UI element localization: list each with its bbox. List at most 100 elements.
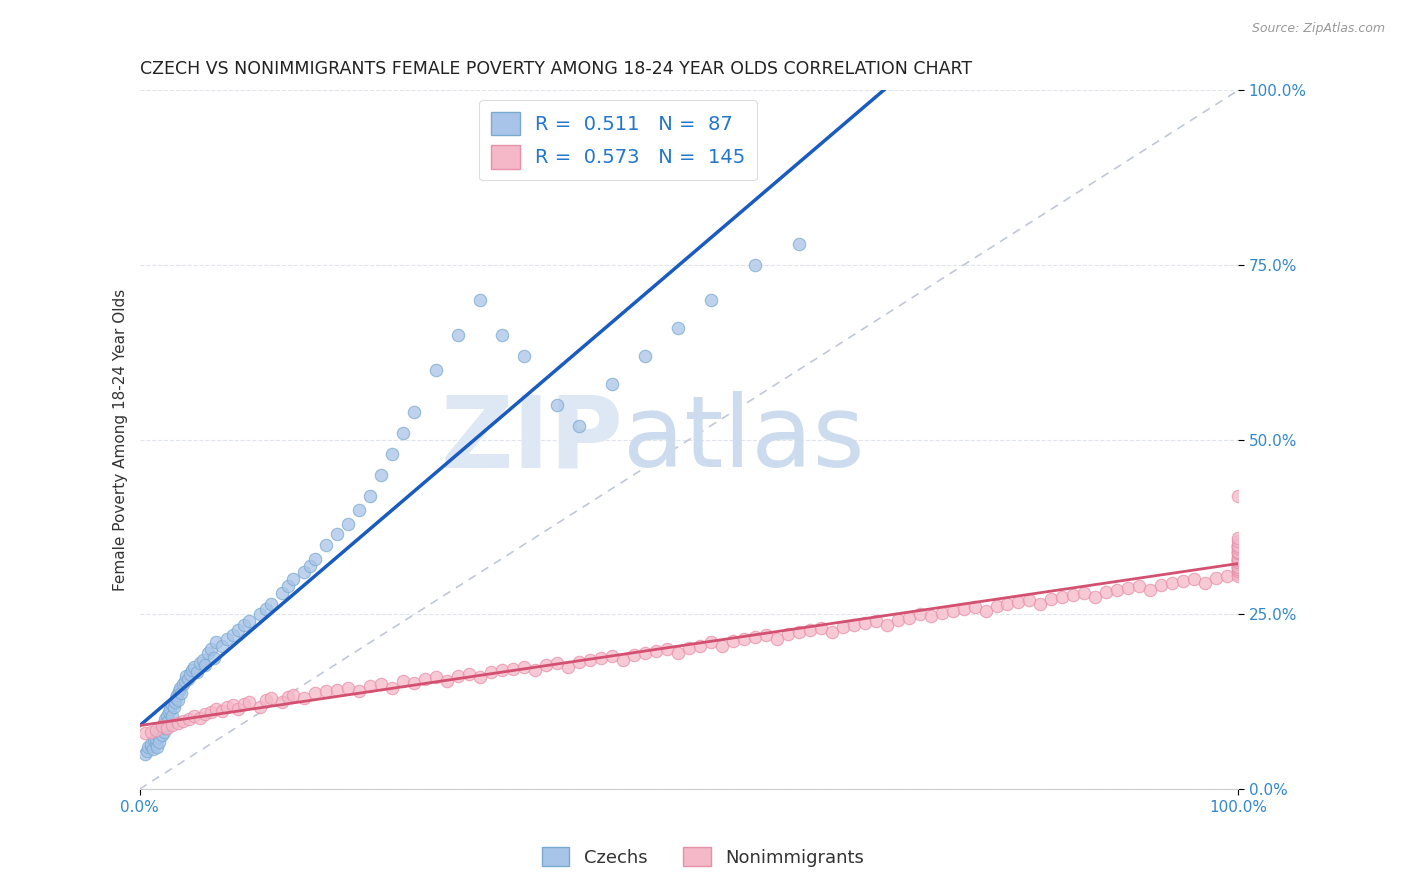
Point xyxy=(155,718,177,732)
Point xyxy=(491,663,513,677)
Point xyxy=(1227,544,1250,558)
Point xyxy=(931,606,953,620)
Point xyxy=(254,692,277,706)
Point xyxy=(1227,566,1250,581)
Point xyxy=(1227,562,1250,576)
Point xyxy=(292,566,315,580)
Point xyxy=(134,726,156,740)
Point xyxy=(315,537,337,551)
Point xyxy=(153,721,176,735)
Point xyxy=(188,711,211,725)
Point xyxy=(228,702,250,716)
Point xyxy=(179,666,201,681)
Point xyxy=(392,673,415,688)
Point xyxy=(1227,560,1250,574)
Point xyxy=(277,579,299,593)
Point xyxy=(678,640,700,655)
Point xyxy=(134,747,156,762)
Point xyxy=(534,657,557,672)
Point xyxy=(1227,555,1250,569)
Point xyxy=(1107,582,1129,597)
Point xyxy=(172,677,194,691)
Point xyxy=(337,516,360,531)
Point xyxy=(157,706,180,720)
Point xyxy=(139,739,162,753)
Point xyxy=(359,679,381,693)
Point xyxy=(997,597,1019,611)
Point xyxy=(238,695,260,709)
Point xyxy=(1227,558,1250,573)
Point xyxy=(1227,551,1250,566)
Point xyxy=(1227,531,1250,545)
Point xyxy=(1227,558,1250,573)
Point xyxy=(152,724,174,739)
Point xyxy=(700,635,723,649)
Point xyxy=(1227,546,1250,560)
Point xyxy=(447,327,470,342)
Text: Source: ZipAtlas.com: Source: ZipAtlas.com xyxy=(1251,22,1385,36)
Point xyxy=(298,558,321,573)
Point xyxy=(1227,539,1250,553)
Point xyxy=(148,734,170,748)
Legend: R =  0.511   N =  87, R =  0.573   N =  145: R = 0.511 N = 87, R = 0.573 N = 145 xyxy=(479,100,758,180)
Point xyxy=(1227,555,1250,569)
Point xyxy=(1084,590,1107,604)
Point xyxy=(1227,541,1250,555)
Point xyxy=(546,657,568,671)
Point xyxy=(468,670,491,684)
Point xyxy=(148,730,170,744)
Point xyxy=(413,672,436,686)
Point xyxy=(162,698,184,713)
Text: CZECH VS NONIMMIGRANTS FEMALE POVERTY AMONG 18-24 YEAR OLDS CORRELATION CHART: CZECH VS NONIMMIGRANTS FEMALE POVERTY AM… xyxy=(139,60,972,78)
Point xyxy=(211,704,233,718)
Point xyxy=(1227,537,1250,551)
Point xyxy=(710,639,733,653)
Point xyxy=(721,634,744,648)
Point xyxy=(1128,579,1150,593)
Point xyxy=(211,639,233,653)
Point xyxy=(165,691,187,706)
Point xyxy=(139,737,162,751)
Point xyxy=(1227,562,1250,576)
Point xyxy=(186,665,208,679)
Point xyxy=(425,363,447,377)
Point xyxy=(744,630,766,644)
Point xyxy=(1095,585,1118,599)
Point xyxy=(166,688,188,702)
Point xyxy=(217,632,239,646)
Point xyxy=(920,608,942,623)
Point xyxy=(152,719,174,733)
Point xyxy=(886,613,908,627)
Point xyxy=(897,611,920,625)
Point xyxy=(271,586,294,600)
Point xyxy=(177,712,200,726)
Point xyxy=(146,740,169,755)
Point xyxy=(183,708,205,723)
Point xyxy=(217,699,239,714)
Point xyxy=(381,447,404,461)
Point xyxy=(238,615,260,629)
Point xyxy=(177,672,200,686)
Point xyxy=(744,258,766,272)
Point xyxy=(1216,569,1239,583)
Point xyxy=(370,677,392,691)
Point xyxy=(200,642,222,657)
Point xyxy=(1227,548,1250,562)
Point xyxy=(557,660,579,674)
Point xyxy=(150,728,173,742)
Point xyxy=(1227,569,1250,583)
Point xyxy=(700,293,723,307)
Legend: Czechs, Nonimmigrants: Czechs, Nonimmigrants xyxy=(534,840,872,874)
Point xyxy=(304,686,326,700)
Point xyxy=(194,657,217,672)
Point xyxy=(425,670,447,684)
Point xyxy=(162,699,184,714)
Point xyxy=(1227,534,1250,549)
Point xyxy=(188,657,211,671)
Point xyxy=(765,632,787,646)
Point xyxy=(145,723,167,737)
Point xyxy=(149,723,172,737)
Point xyxy=(600,376,623,391)
Point xyxy=(963,600,986,615)
Point xyxy=(986,599,1008,613)
